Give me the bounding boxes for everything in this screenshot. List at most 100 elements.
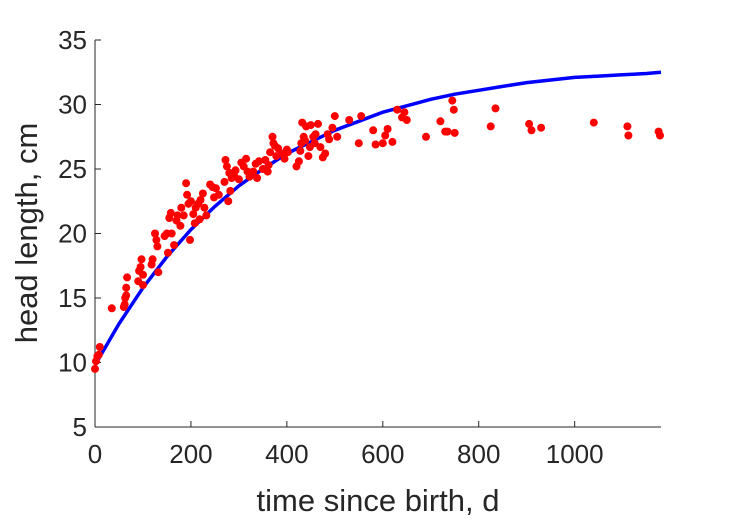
data-point (280, 154, 289, 163)
data-point (211, 184, 220, 193)
x-tick-label: 1000 (546, 439, 604, 469)
data-point (283, 148, 292, 157)
data-point (202, 211, 211, 220)
y-tick-label: 15 (58, 283, 87, 313)
data-point (333, 132, 342, 141)
data-point (214, 190, 223, 199)
data-point (525, 119, 534, 128)
y-tick-label: 25 (58, 154, 87, 184)
data-point (151, 229, 159, 238)
data-point (266, 148, 275, 157)
x-tick-label: 0 (88, 439, 102, 469)
data-point (122, 283, 131, 292)
data-point (253, 174, 262, 182)
data-point (325, 135, 334, 144)
data-point (486, 122, 495, 131)
data-point (198, 189, 207, 198)
data-point (137, 255, 146, 264)
data-point (107, 304, 116, 313)
data-point (448, 96, 457, 105)
data-point (623, 122, 632, 131)
data-point (436, 117, 445, 126)
x-tick-label: 800 (457, 439, 500, 469)
data-point (306, 121, 315, 130)
data-point (589, 118, 598, 127)
data-point (393, 105, 402, 114)
data-point (189, 210, 198, 219)
data-point (311, 130, 320, 139)
x-tick-label: 400 (265, 439, 308, 469)
data-point (234, 175, 243, 184)
data-point (369, 126, 378, 135)
data-point (122, 291, 131, 300)
data-point (400, 108, 409, 117)
data-point (182, 179, 191, 188)
data-points-series (91, 96, 664, 373)
data-point (242, 154, 251, 163)
data-point (255, 157, 263, 166)
data-point (264, 161, 273, 170)
data-point (527, 126, 536, 135)
data-point (354, 139, 363, 148)
data-point (388, 137, 397, 146)
data-point (173, 211, 182, 220)
data-point (167, 229, 176, 238)
data-point (221, 156, 230, 164)
y-tick-label: 20 (58, 219, 87, 249)
data-point (537, 123, 546, 132)
data-point (195, 215, 204, 224)
data-point (268, 132, 277, 141)
data-point (220, 177, 229, 186)
data-point (321, 149, 330, 158)
data-point (95, 343, 104, 351)
data-point (345, 116, 354, 124)
y-tick-label: 30 (58, 90, 87, 120)
data-point (120, 300, 129, 309)
data-point (249, 167, 258, 176)
data-point (176, 221, 185, 230)
data-point (139, 270, 147, 279)
data-point (177, 203, 186, 212)
data-point (94, 350, 103, 359)
fit-curve-line (93, 70, 662, 366)
x-axis-label: time since birth, d (257, 483, 500, 518)
data-point (166, 208, 175, 217)
data-point (139, 281, 147, 290)
data-point (136, 263, 145, 271)
data-point (123, 273, 132, 282)
x-ticks: 0 200 400 600 800 1000 (88, 421, 604, 469)
data-point (200, 203, 209, 212)
data-point (226, 186, 235, 195)
data-point (378, 139, 387, 148)
axes (94, 40, 661, 428)
y-tick-label: 10 (58, 348, 87, 378)
data-point (383, 125, 392, 133)
data-point (183, 190, 192, 199)
data-point (186, 235, 194, 244)
data-point (296, 146, 305, 155)
data-point (491, 104, 500, 113)
data-point (148, 255, 157, 264)
data-point (196, 196, 205, 204)
y-axis-label: head length, cm (9, 123, 44, 344)
data-point (163, 248, 172, 257)
data-point (301, 136, 310, 145)
data-point (449, 105, 458, 114)
fit-curve-series (93, 70, 662, 366)
data-point (381, 131, 390, 140)
y-ticks: 5 10 15 20 25 30 35 (58, 25, 101, 442)
data-point (186, 197, 195, 206)
data-point (231, 166, 240, 175)
data-point (310, 139, 319, 148)
data-point (222, 162, 231, 171)
data-point (422, 132, 430, 141)
data-point (154, 268, 163, 277)
y-tick-label: 35 (58, 25, 87, 55)
data-point (294, 157, 303, 166)
data-point (316, 143, 325, 152)
data-point (402, 116, 411, 124)
data-point (443, 127, 452, 136)
data-point (656, 131, 664, 140)
data-point (357, 112, 366, 121)
